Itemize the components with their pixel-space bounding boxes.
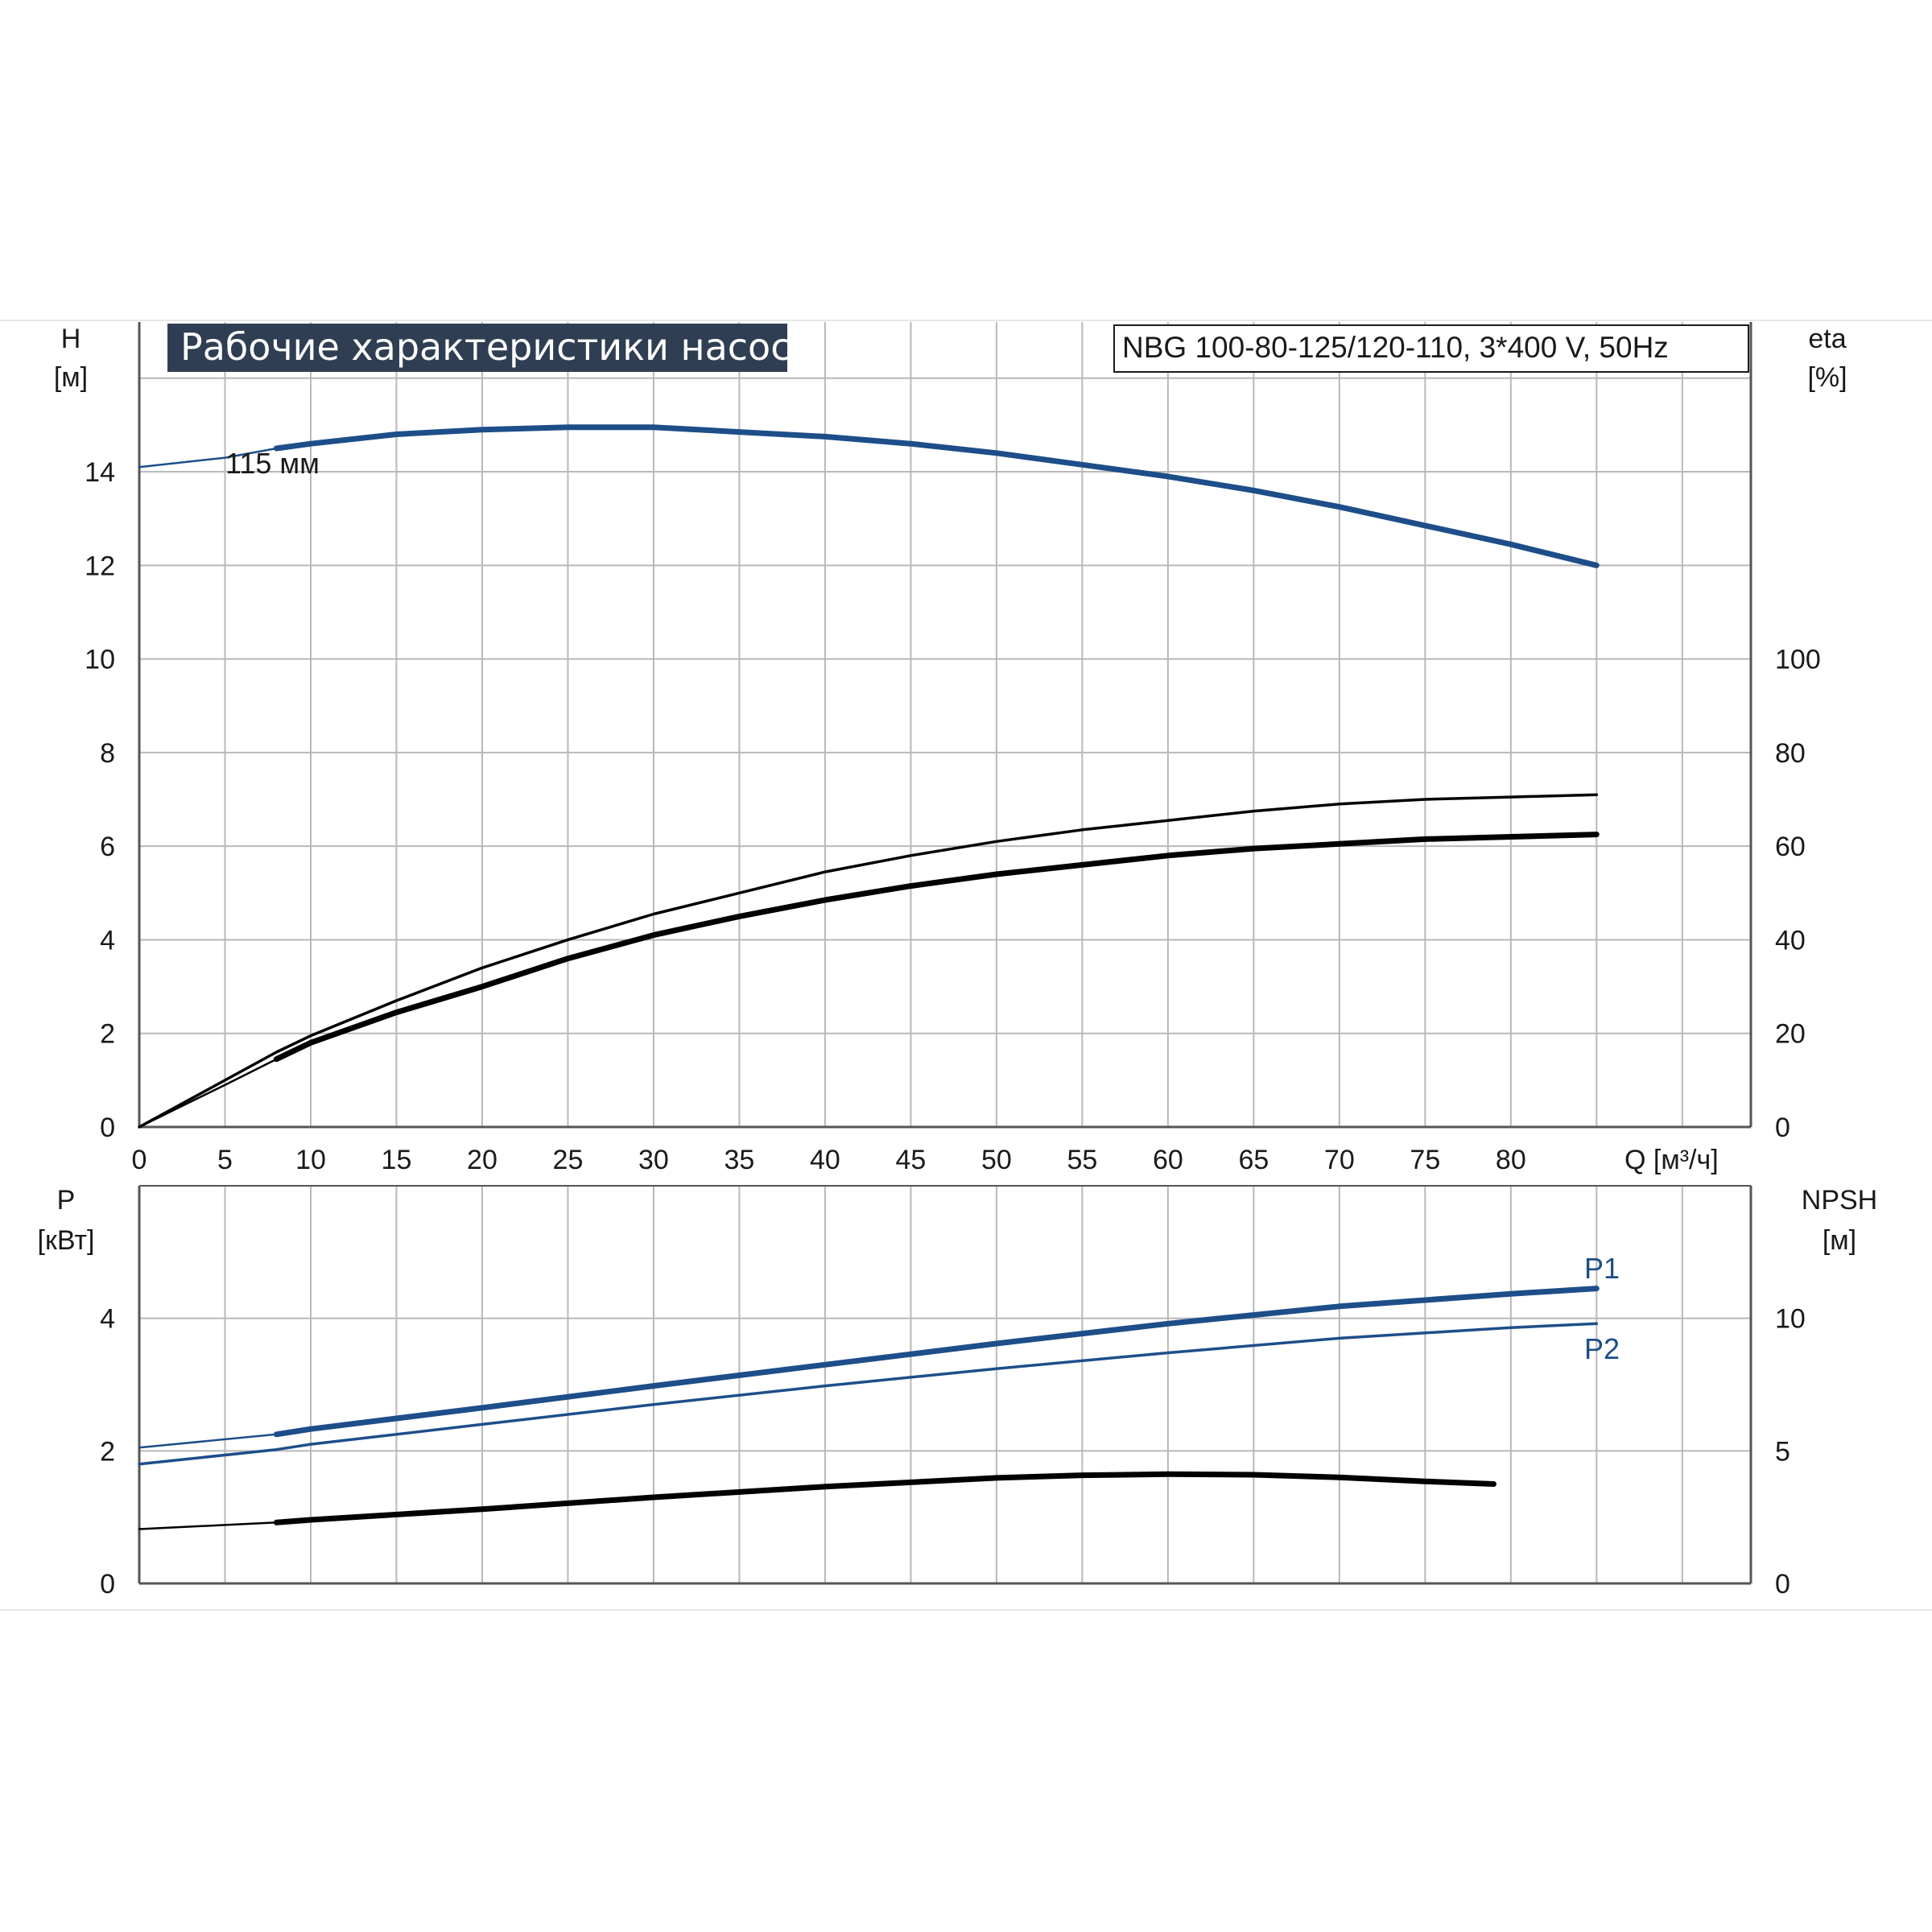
eta-curve-operating-line [273,832,1600,1063]
x-tick-label: 70 [1324,1145,1355,1175]
y-axis-unit-h: [м] [54,362,88,393]
npsh-curve-operating-line [273,1471,1496,1525]
y-tick-label: 8 [100,738,115,769]
y2-tick-label: 0 [1775,1113,1790,1143]
x-tick-label: 5 [217,1145,233,1175]
top-grid [138,322,1752,1129]
y2-tick-label: 80 [1775,738,1806,769]
y-tick-label-p: 4 [100,1304,115,1335]
y-tick-label: 2 [100,1019,115,1050]
y-tick-label-p: 2 [100,1436,115,1467]
y-axis-title-h: H [61,324,81,354]
y-tick-label: 4 [100,925,115,956]
y2-tick-label: 60 [1775,832,1806,862]
y-tick-label: 12 [85,551,115,581]
x-tick-label: 65 [1238,1145,1269,1175]
x-tick-label: 10 [295,1145,326,1175]
y-tick-label: 6 [100,832,115,862]
bottom-curves [138,1286,1600,1530]
x-tick-label: 60 [1153,1145,1183,1175]
chart-title: Рабочие характеристики насоса [180,325,814,369]
title-box [167,324,787,372]
y2-axis-unit-eta: [%] [1807,362,1847,393]
p1-curve-operating-line [273,1286,1600,1438]
y2-tick-label-npsh: 0 [1775,1569,1790,1600]
y-tick-label: 0 [100,1113,115,1143]
y-axis-title-p: P [57,1185,76,1216]
x-tick-label: 25 [553,1145,584,1175]
y-tick-label-p: 0 [100,1569,115,1600]
y2-tick-label: 20 [1775,1019,1806,1050]
x-tick-label: 0 [132,1145,147,1175]
x-tick-label: 15 [382,1145,412,1175]
y2-axis-unit-npsh: [м] [1823,1225,1856,1256]
y2-tick-label-npsh: 10 [1775,1304,1806,1335]
y-tick-label: 10 [85,645,115,675]
head-curve-operating-line [273,424,1600,568]
x-tick-label: 75 [1410,1145,1440,1175]
x-tick-label: 50 [981,1145,1012,1175]
p2-curve-line [138,1322,1599,1466]
series-label-p1: P1 [1584,1252,1620,1285]
y-axis-unit-p: [кВт] [38,1225,95,1256]
model-subtitle: NBG 100-80-125/120-110, 3*400 V, 50Hz [1122,331,1669,364]
x-tick-label: 40 [810,1145,840,1175]
eta-curve-2-line [138,793,1599,1129]
y-tick-label: 14 [85,457,115,488]
series-label-p2: P2 [1584,1332,1620,1365]
x-tick-label: 30 [638,1145,669,1175]
series-label-115mm: 115 мм [225,447,320,480]
bottom-grid [138,1185,1752,1585]
y2-axis-title-eta: eta [1808,324,1846,354]
y2-axis-title-npsh: NPSH [1802,1185,1877,1216]
y2-tick-label: 100 [1775,645,1821,675]
x-tick-label: 35 [724,1145,755,1175]
top-curves [138,424,1600,1129]
y2-tick-label: 40 [1775,925,1806,956]
tick-labels: 0 5 10 15 20 25 30 35 40 45 50 55 60 65 70 75 8002468101… [85,457,1821,1600]
x-axis-title-q: Q [м³/ч] [1624,1145,1719,1175]
x-tick-label: 45 [895,1145,926,1175]
y2-tick-label-npsh: 5 [1775,1436,1790,1467]
x-tick-label: 80 [1496,1145,1526,1175]
x-tick-label: 20 [467,1145,497,1175]
x-tick-label: 55 [1067,1145,1097,1175]
model-box [1113,324,1749,373]
